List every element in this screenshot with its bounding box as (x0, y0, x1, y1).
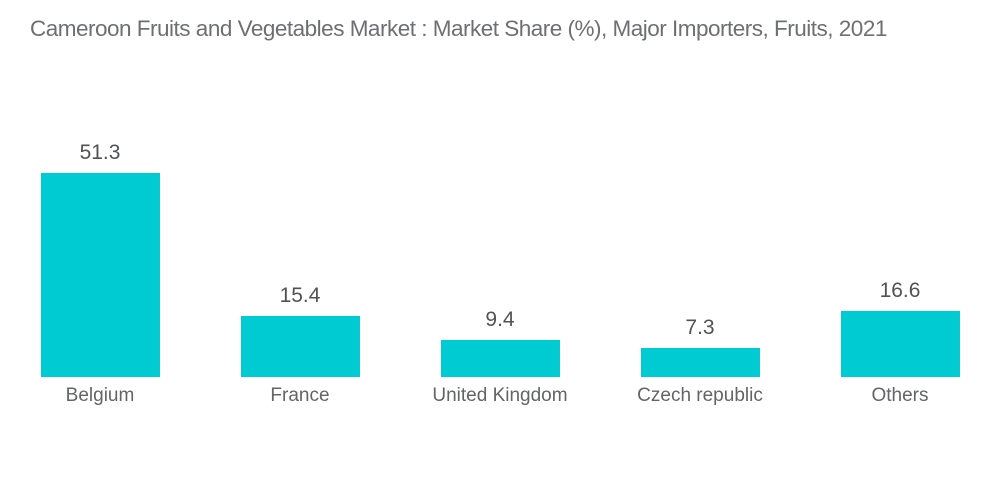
category-row: Belgium France United Kingdom Czech republi… (0, 385, 1000, 408)
bar-czech-republic (640, 348, 760, 377)
bars-row: 51.3 15.4 9.4 7.3 16.6 (0, 141, 1000, 377)
bar-others (840, 311, 960, 377)
bar-france (240, 316, 360, 377)
bar-value-label: 9.4 (485, 307, 515, 331)
bar-column-belgium: 51.3 (0, 141, 200, 377)
bar-column-others: 16.6 (800, 279, 1000, 377)
bar-value-label: 16.6 (879, 278, 921, 302)
bar-united-kingdom (440, 340, 560, 377)
category-label-france: France (270, 385, 330, 406)
bar-column-united-kingdom: 9.4 (400, 308, 600, 377)
category-label-united-kingdom: United Kingdom (432, 385, 568, 406)
chart-title: Cameroon Fruits and Vegetables Market : … (30, 16, 887, 41)
bar-column-france: 15.4 (200, 284, 400, 377)
bar-column-czech-republic: 7.3 (600, 316, 800, 377)
bar-value-label: 7.3 (685, 315, 715, 339)
bar-belgium (40, 173, 160, 377)
category-label-czech-republic: Czech republic (637, 385, 763, 406)
category-label-belgium: Belgium (65, 385, 135, 406)
category-label-others: Others (871, 385, 929, 406)
bar-value-label: 15.4 (279, 283, 321, 307)
bar-value-label: 51.3 (79, 140, 121, 164)
